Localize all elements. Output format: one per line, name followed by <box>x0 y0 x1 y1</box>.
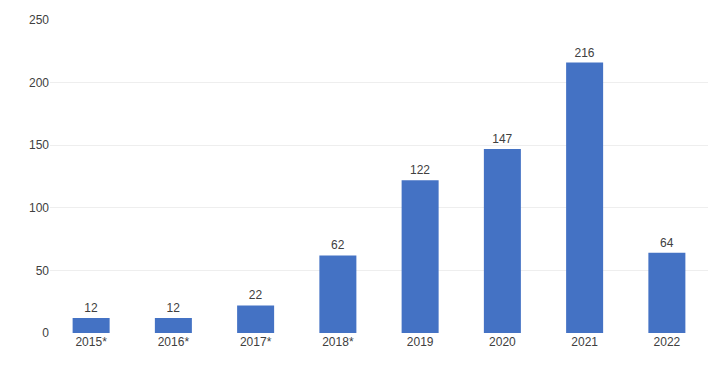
svg-text:2021: 2021 <box>571 335 598 349</box>
svg-text:216: 216 <box>574 46 594 60</box>
svg-text:64: 64 <box>660 236 674 250</box>
svg-text:0: 0 <box>42 326 49 340</box>
svg-text:2017*: 2017* <box>240 335 272 349</box>
svg-text:50: 50 <box>36 264 50 278</box>
svg-text:250: 250 <box>29 13 49 27</box>
svg-text:2016*: 2016* <box>158 335 190 349</box>
svg-text:12: 12 <box>84 301 98 315</box>
svg-text:2015*: 2015* <box>75 335 107 349</box>
svg-text:22: 22 <box>249 288 263 302</box>
svg-text:200: 200 <box>29 76 49 90</box>
svg-text:2020: 2020 <box>489 335 516 349</box>
svg-text:147: 147 <box>492 132 512 146</box>
svg-text:2019: 2019 <box>407 335 434 349</box>
svg-text:2022: 2022 <box>654 335 681 349</box>
svg-text:150: 150 <box>29 138 49 152</box>
svg-text:62: 62 <box>331 238 345 252</box>
svg-text:122: 122 <box>410 163 430 177</box>
svg-text:12: 12 <box>167 301 181 315</box>
svg-text:100: 100 <box>29 201 49 215</box>
svg-text:2018*: 2018* <box>322 335 354 349</box>
